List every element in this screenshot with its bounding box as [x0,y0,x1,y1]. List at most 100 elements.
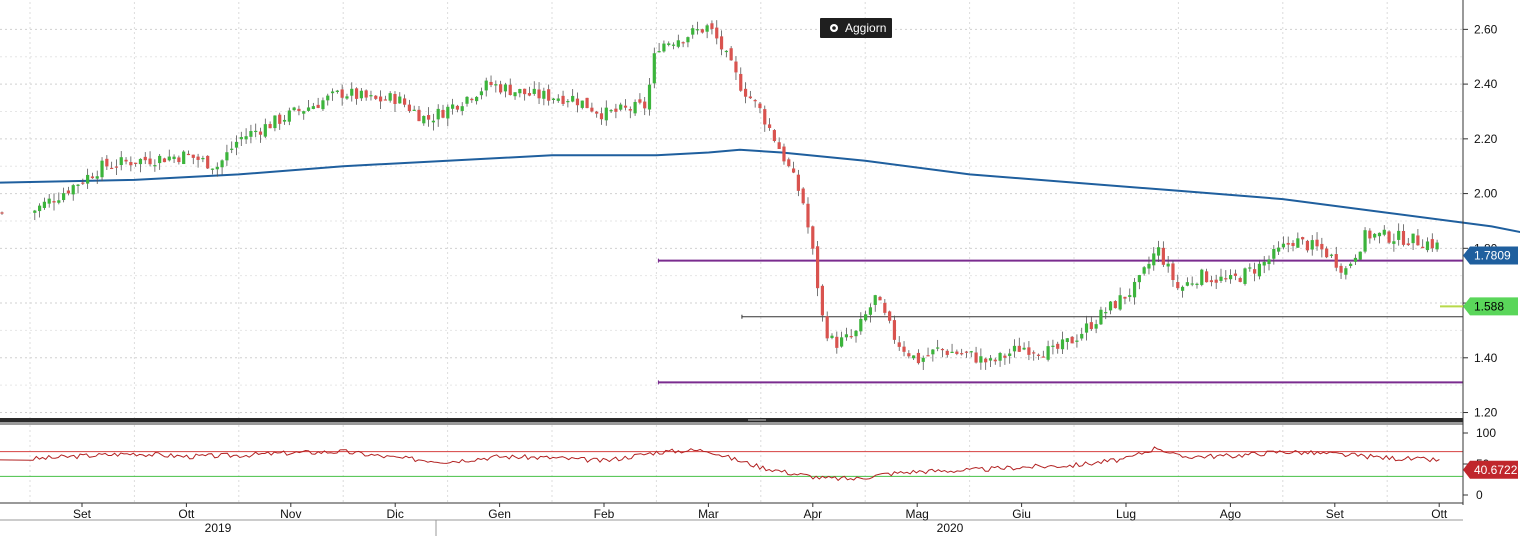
candle-down [1421,246,1425,249]
candle-down [748,96,752,99]
separator-grip-icon[interactable] [748,419,766,421]
candle-down [1315,239,1319,247]
candle-up [619,104,623,110]
candle-up [369,95,373,97]
candle-down [547,89,551,101]
candle-up [57,200,61,203]
candle-up [1382,229,1386,235]
candle-down [1032,352,1036,354]
price-tick-label: 2.60 [1474,22,1498,36]
candle-up [1075,340,1079,342]
candle-down [206,155,210,169]
candle-up [1147,263,1151,269]
price-tick-label: 1.40 [1474,351,1498,365]
candle-down [729,48,733,61]
candle-down [186,153,191,156]
grid-layer [0,0,1463,503]
candle-down [883,302,887,313]
candle-up [1329,254,1334,256]
update-button-label: Aggiorn [845,21,886,35]
candle-up [1267,259,1271,265]
candle-down [124,159,128,162]
candle-up [62,193,66,201]
month-label: Giu [1012,507,1031,521]
candle-down [489,81,493,86]
candle-down [599,113,604,120]
candle-down [134,162,138,164]
candle-down [1291,242,1295,246]
candle-down [767,124,772,128]
candle-up [1080,333,1084,339]
candle-down [623,105,628,108]
candle-up [263,124,267,137]
moving-average-value-tag-bg [1463,246,1518,265]
candle-down [1224,278,1228,280]
candle-down [772,130,776,141]
month-label: Lug [1116,507,1136,521]
candle-down [191,154,195,158]
rsi-panel-bg [0,425,1463,503]
candle-up [153,165,157,167]
candle-up [633,101,637,114]
candle-up [1358,251,1362,260]
candle-down [1238,278,1242,282]
candle-down [926,355,930,357]
update-button[interactable]: Aggiorn [820,18,892,38]
candle-up [686,37,690,43]
candle-up [667,43,671,45]
candle-down [0,212,4,214]
candle-up [1046,346,1050,360]
candle-up [1180,286,1185,291]
candle-down [278,114,282,124]
rsi-value-tag-text: 40.6722 [1474,463,1518,477]
candle-down [258,131,263,135]
month-label: Mar [698,507,719,521]
candle-down [297,108,301,112]
candle-up [230,148,234,150]
candle-up [1257,263,1262,277]
candle-up [998,353,1002,361]
candle-down [426,115,431,120]
candle-down [1253,269,1257,274]
candle-up [868,307,873,315]
candle-up [503,84,508,92]
candle-down [1401,230,1406,245]
candle-down [715,27,719,39]
month-label: Gen [488,507,511,521]
candle-down [374,95,378,99]
panel-separator[interactable] [0,418,1463,422]
candle-up [302,111,306,114]
candle-down [527,93,532,96]
candle-up [566,101,570,103]
candle-down [148,158,152,165]
candle-up [1008,353,1012,357]
candle-up [695,29,700,31]
candle-up [220,160,224,168]
candle-down [1406,243,1410,246]
candle-up [657,51,661,53]
candle-down [1334,254,1338,268]
candle-down [739,73,743,91]
candle-down [1325,248,1329,258]
candle-up [1377,232,1382,237]
candle-down [1161,247,1165,265]
candle-up [979,356,983,363]
candle-up [210,168,215,170]
candle-down [499,84,503,93]
candle-up [1425,241,1430,251]
candle-up [513,92,517,97]
candle-up [33,210,37,213]
candle-up [71,185,75,195]
candle-up [1349,263,1353,266]
candle-up [671,44,676,46]
candle-up [167,156,171,161]
candle-up [1353,257,1358,262]
candle-up [873,295,877,305]
candle-down [1286,242,1290,245]
candle-up [864,314,868,321]
candle-down [537,89,541,99]
candle-up [431,120,436,123]
candle-down [1368,230,1372,239]
candle-down [801,188,805,204]
